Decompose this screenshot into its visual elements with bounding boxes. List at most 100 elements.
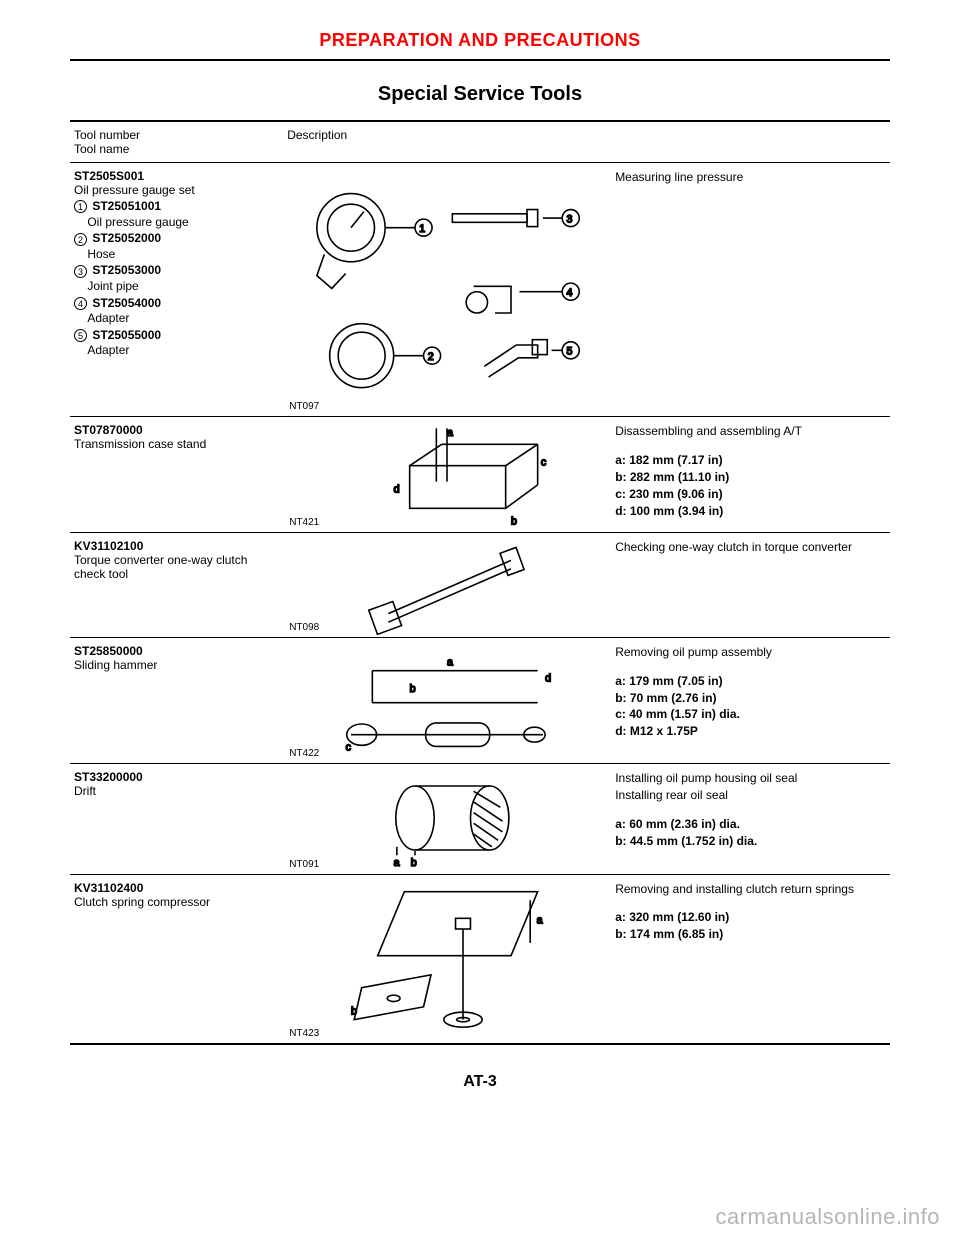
- dimension-line: a: 179 mm (7.05 in): [615, 673, 886, 690]
- description-cell: Checking one-way clutch in torque conver…: [611, 532, 890, 637]
- illustration: NT098: [287, 539, 607, 635]
- svg-text:c: c: [541, 457, 547, 469]
- svg-text:c: c: [346, 742, 352, 754]
- svg-text:5: 5: [567, 346, 573, 358]
- part-index-icon: 5: [74, 329, 87, 342]
- part-name: Hose: [87, 247, 115, 261]
- part-list: 1 ST25051001 Oil pressure gauge 2 ST2505…: [74, 199, 279, 359]
- page-number: AT-3: [70, 1073, 890, 1091]
- part-index-icon: 1: [74, 200, 87, 213]
- part-number: ST25052000: [92, 231, 161, 245]
- tool-number: ST25850000: [74, 644, 143, 658]
- table-row: ST07870000 Transmission case stand a c b…: [70, 417, 890, 533]
- dimension-line: d: 100 mm (3.94 in): [615, 503, 886, 520]
- tool-name: Drift: [74, 784, 96, 798]
- svg-text:b: b: [351, 1005, 357, 1017]
- tool-number: ST2505S001: [74, 169, 144, 183]
- illustration-caption: NT423: [289, 1028, 319, 1039]
- svg-text:1: 1: [419, 223, 425, 235]
- table-body: ST2505S001 Oil pressure gauge set 1 ST25…: [70, 163, 890, 1044]
- description-text: Checking one-way clutch in torque conver…: [615, 539, 886, 556]
- watermark: carmanualsonline.info: [715, 1204, 940, 1230]
- page: PREPARATION AND PRECAUTIONS Special Serv…: [0, 0, 960, 1091]
- tool-cell: ST07870000 Transmission case stand: [70, 417, 283, 533]
- tool-number: ST33200000: [74, 770, 143, 784]
- part-item: 3 ST25053000 Joint pipe: [74, 263, 279, 294]
- th-tool: Tool number Tool name: [70, 121, 283, 163]
- illustration: a b d c NT422: [287, 644, 607, 761]
- description-cell: Installing oil pump housing oil sealInst…: [611, 764, 890, 874]
- svg-text:d: d: [394, 484, 400, 496]
- dimension-line: c: 230 mm (9.06 in): [615, 486, 886, 503]
- tool-number: KV31102400: [74, 881, 143, 895]
- tool-name: Clutch spring compressor: [74, 895, 210, 909]
- part-number: ST25053000: [92, 263, 161, 277]
- dimensions: a: 179 mm (7.05 in)b: 70 mm (2.76 in)c: …: [615, 673, 886, 740]
- dimension-line: a: 320 mm (12.60 in): [615, 909, 886, 926]
- part-item: 1 ST25051001 Oil pressure gauge: [74, 199, 279, 230]
- part-item: 2 ST25052000 Hose: [74, 231, 279, 262]
- table-row: KV31102100 Torque converter one-way clut…: [70, 532, 890, 637]
- svg-text:a: a: [394, 857, 400, 869]
- dimension-line: b: 70 mm (2.76 in): [615, 690, 886, 707]
- dimensions: a: 320 mm (12.60 in)b: 174 mm (6.85 in): [615, 909, 886, 943]
- svg-text:a: a: [537, 914, 543, 926]
- part-number: ST25051001: [92, 199, 161, 213]
- part-number: ST25054000: [92, 296, 161, 310]
- svg-text:b: b: [410, 683, 416, 695]
- illustration-cell: a b NT423: [283, 874, 611, 1044]
- description-text: Removing oil pump assembly: [615, 644, 886, 661]
- dimension-line: c: 40 mm (1.57 in) dia.: [615, 706, 886, 723]
- section-header: PREPARATION AND PRECAUTIONS: [70, 30, 890, 59]
- tool-name: Oil pressure gauge set: [74, 183, 195, 197]
- dimension-line: b: 174 mm (6.85 in): [615, 926, 886, 943]
- part-item: 5 ST25055000 Adapter: [74, 328, 279, 359]
- description-cell: Disassembling and assembling A/Ta: 182 m…: [611, 417, 890, 533]
- part-index-icon: 4: [74, 297, 87, 310]
- tools-table: Tool number Tool name Description ST2505…: [70, 120, 890, 1045]
- tool-cell: ST2505S001 Oil pressure gauge set 1 ST25…: [70, 163, 283, 417]
- illustration: a c b d NT421: [287, 423, 607, 530]
- description-text: Removing and installing clutch return sp…: [615, 881, 886, 898]
- tool-name: Torque converter one-way clutch check to…: [74, 553, 247, 581]
- illustration-caption: NT097: [289, 401, 319, 412]
- illustration-cell: a c b d NT421: [283, 417, 611, 533]
- description-cell: Removing oil pump assembly a: 179 mm (7.0…: [611, 637, 890, 763]
- dimension-line: a: 60 mm (2.36 in) dia.: [615, 816, 886, 833]
- part-item: 4 ST25054000 Adapter: [74, 296, 279, 327]
- table-row: ST25850000 Sliding hammer a b d c NT422 …: [70, 637, 890, 763]
- dimension-line: d: M12 x 1.75P: [615, 723, 886, 740]
- th-tool-number: Tool number: [74, 128, 140, 142]
- description-text: Measuring line pressure: [615, 169, 886, 186]
- part-name: Oil pressure gauge: [87, 215, 188, 229]
- illustration: a b NT423: [287, 881, 607, 1041]
- part-name: Adapter: [87, 343, 129, 357]
- dimension-line: b: 44.5 mm (1.752 in) dia.: [615, 833, 886, 850]
- part-index-icon: 3: [74, 265, 87, 278]
- tool-cell: KV31102400 Clutch spring compressor: [70, 874, 283, 1044]
- tool-name: Transmission case stand: [74, 437, 206, 451]
- illustration-caption: NT098: [289, 622, 319, 633]
- tool-number: KV31102100: [74, 539, 143, 553]
- svg-text:a: a: [447, 656, 453, 668]
- illustration: a b NT091: [287, 770, 607, 871]
- page-subtitle: Special Service Tools: [70, 83, 890, 106]
- tool-cell: KV31102100 Torque converter one-way clut…: [70, 532, 283, 637]
- svg-text:4: 4: [567, 287, 573, 299]
- illustration-caption: NT421: [289, 517, 319, 528]
- part-name: Adapter: [87, 311, 129, 325]
- description-cell: Measuring line pressure: [611, 163, 890, 417]
- tool-cell: ST25850000 Sliding hammer: [70, 637, 283, 763]
- description-text: Disassembling and assembling A/T: [615, 423, 886, 440]
- description-cell: Removing and installing clutch return sp…: [611, 874, 890, 1044]
- table-row: ST2505S001 Oil pressure gauge set 1 ST25…: [70, 163, 890, 417]
- description-text: Installing oil pump housing oil sealInst…: [615, 770, 886, 804]
- table-head: Tool number Tool name Description: [70, 121, 890, 163]
- illustration-cell: a b NT091: [283, 764, 611, 874]
- illustration-cell: NT098: [283, 532, 611, 637]
- header-rule: [70, 59, 890, 61]
- illustration-cell: a b d c NT422: [283, 637, 611, 763]
- th-description: Description: [283, 121, 890, 163]
- th-tool-name: Tool name: [74, 142, 129, 156]
- table-row: KV31102400 Clutch spring compressor a b …: [70, 874, 890, 1044]
